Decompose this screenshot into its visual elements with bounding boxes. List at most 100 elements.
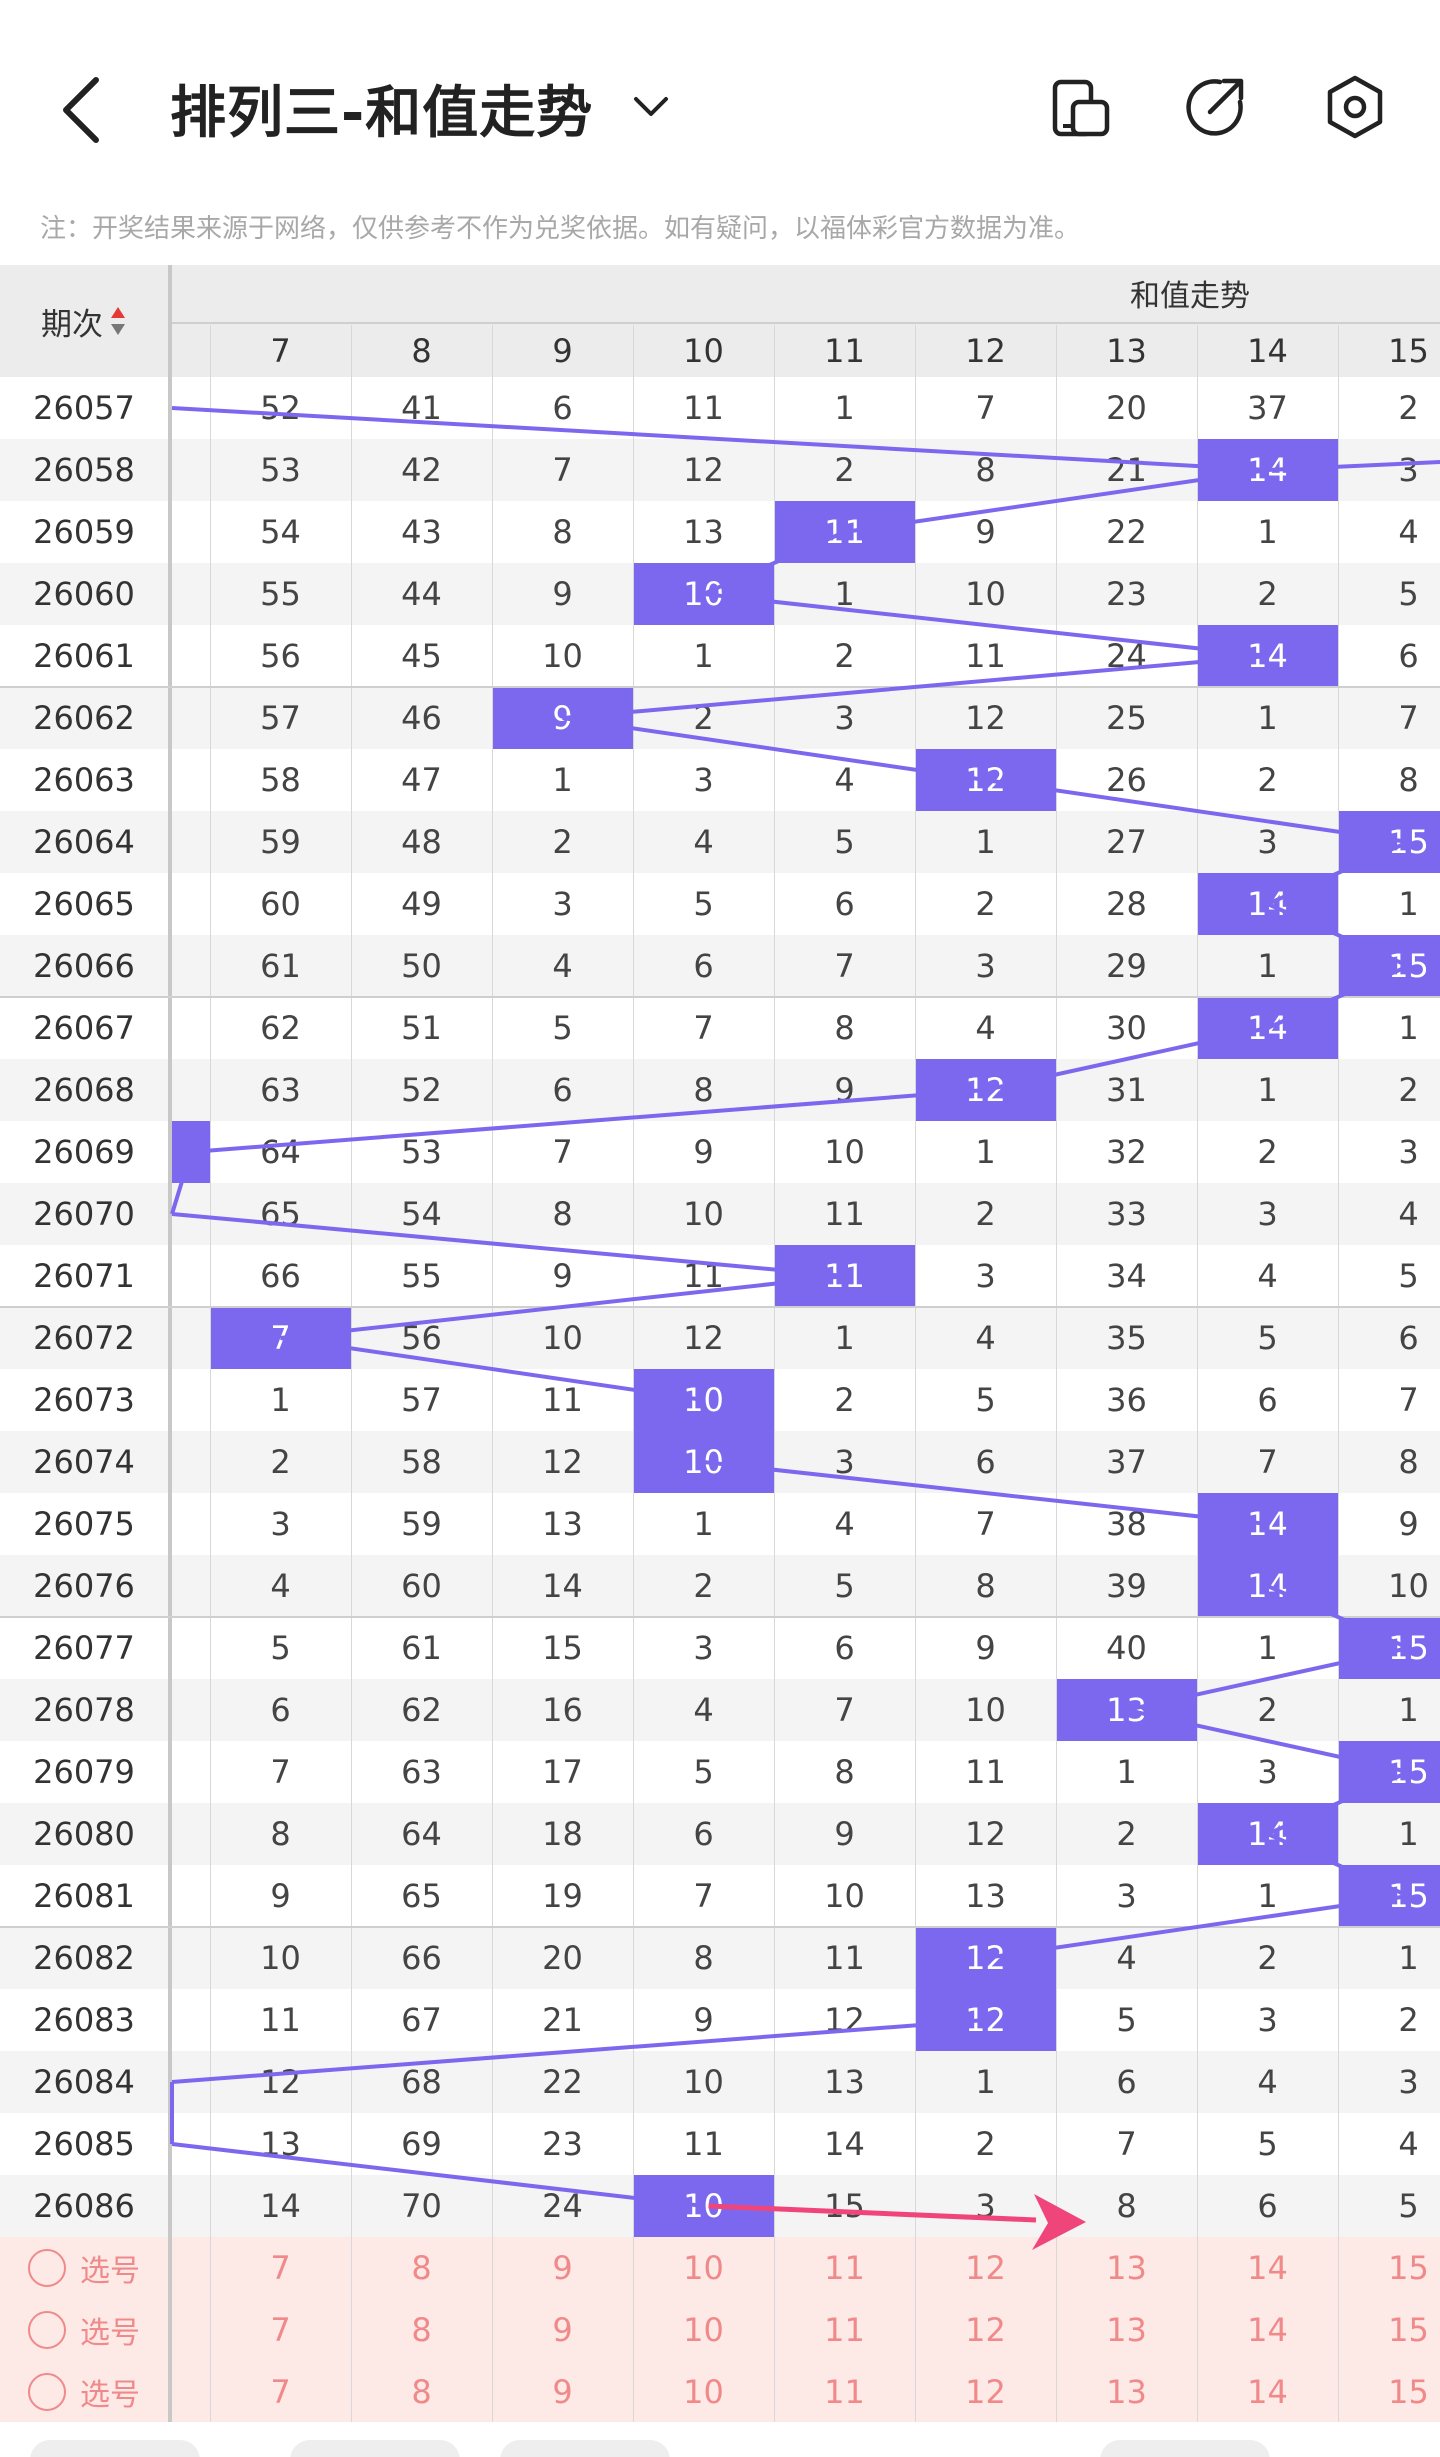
radio-circle-icon[interactable]: [28, 2373, 66, 2411]
trend-segment: [1126, 1708, 1409, 1774]
table-cell: 9: [270, 1877, 291, 1915]
pick-number[interactable]: 14: [1247, 2373, 1288, 2411]
trend-segment: [1266, 964, 1410, 1030]
table-cell: 58: [401, 1443, 442, 1481]
table-cell: 5: [1116, 2001, 1137, 2039]
table-cell: 61: [260, 947, 301, 985]
pick-number[interactable]: 8: [411, 2311, 432, 2349]
pick-number[interactable]: 14: [1247, 2311, 1288, 2349]
table-cell: 3: [1398, 1133, 1419, 1171]
pick-selector[interactable]: 选号: [0, 2299, 168, 2361]
table-cell: 1: [1257, 1071, 1278, 1109]
bottom-tab[interactable]: [290, 2440, 460, 2457]
pick-number[interactable]: 11: [824, 2249, 865, 2287]
table-cell: 8: [693, 1071, 714, 1109]
table-row: 26069 64 53 7 9 10 1 32 2 3: [0, 1121, 1440, 1183]
table-cell: 3: [552, 885, 573, 923]
table-cell: 8: [1398, 761, 1419, 799]
back-arrow-icon[interactable]: [50, 70, 120, 150]
pick-number[interactable]: 14: [1247, 2249, 1288, 2287]
pick-number[interactable]: 12: [965, 2311, 1006, 2349]
table-cell: 9: [693, 2001, 714, 2039]
pick-number[interactable]: 12: [965, 2373, 1006, 2411]
hit-cell: 15: [1338, 935, 1440, 997]
table-cell: 9: [552, 575, 573, 613]
table-cell: 9: [1398, 1505, 1419, 1543]
table-cell: 7: [975, 1505, 996, 1543]
table-cell: 15: [542, 1629, 583, 1667]
table-cell: 16: [542, 1691, 583, 1729]
table-cell: 15: [824, 2187, 865, 2225]
bottom-tab[interactable]: [1100, 2440, 1270, 2457]
table-cell: 9: [834, 1815, 855, 1853]
table-cell: 7: [1398, 699, 1419, 737]
table-cell: 9: [693, 1133, 714, 1171]
table-cell: 4: [1398, 1195, 1419, 1233]
bottom-tab[interactable]: [500, 2440, 670, 2457]
radio-circle-icon[interactable]: [28, 2249, 66, 2287]
table-row: 26080 8 64 18 6 9 12 2 14 1: [0, 1803, 1440, 1865]
period-sort-header[interactable]: 期次: [0, 265, 168, 377]
pick-number[interactable]: 7: [270, 2249, 291, 2287]
table-cell: 14: [824, 2125, 865, 2163]
table-cell: 1: [1257, 947, 1278, 985]
hit-cell: 15: [1338, 811, 1440, 873]
layout-toggle-icon[interactable]: [1045, 72, 1115, 142]
period-number: 26076: [33, 1567, 135, 1605]
pick-number[interactable]: 15: [1388, 2373, 1429, 2411]
page-title[interactable]: 排列三-和值走势: [170, 81, 594, 146]
pick-number[interactable]: 9: [552, 2311, 573, 2349]
pick-number[interactable]: 7: [270, 2311, 291, 2349]
pick-number[interactable]: 10: [683, 2311, 724, 2349]
table-cell: 32: [1106, 1133, 1147, 1171]
table-cell: 54: [401, 1195, 442, 1233]
table-row: 26057 52 41 6 11 1 7 20 37 2: [0, 377, 1440, 439]
table-cell: 2: [1257, 1691, 1278, 1729]
pick-number[interactable]: 15: [1388, 2311, 1429, 2349]
pick-number[interactable]: 11: [824, 2373, 865, 2411]
column-header: 9: [552, 332, 573, 370]
table-row: 26071 66 55 9 11 11 3 34 4 5: [0, 1245, 1440, 1307]
pick-number[interactable]: 11: [824, 2311, 865, 2349]
pick-number[interactable]: 13: [1106, 2311, 1147, 2349]
pick-number[interactable]: 13: [1106, 2249, 1147, 2287]
table-cell: 31: [1106, 1071, 1147, 1109]
trend-segment: [171, 2018, 986, 2084]
pick-number[interactable]: 10: [683, 2373, 724, 2411]
table-cell: 4: [975, 1319, 996, 1357]
radio-circle-icon[interactable]: [28, 2311, 66, 2349]
table-row: 26066 61 50 4 6 7 3 29 1 15: [0, 935, 1440, 997]
table-cell: 27: [1106, 823, 1147, 861]
column-header: 7: [270, 332, 291, 370]
chevron-down-icon[interactable]: [626, 82, 676, 132]
table-row: 260753591314738149: [0, 1493, 1440, 1555]
table-cell: 50: [401, 947, 442, 985]
table-cell: 63: [401, 1753, 442, 1791]
table-cell: 52: [401, 1071, 442, 1109]
pick-number[interactable]: 9: [552, 2373, 573, 2411]
pick-selector[interactable]: 选号: [0, 2361, 168, 2422]
pick-selector[interactable]: 选号: [0, 2237, 168, 2299]
trend-segment: [985, 1894, 1409, 1960]
bottom-tab[interactable]: [30, 2440, 200, 2457]
pick-number[interactable]: 12: [965, 2249, 1006, 2287]
pick-number[interactable]: 13: [1106, 2373, 1147, 2411]
trend-segment: [171, 2142, 704, 2208]
disclaimer-notice: 注：开奖结果来源于网络，仅供参考不作为兑奖依据。如有疑问，以福体彩官方数据为准。: [40, 214, 1081, 244]
pick-number[interactable]: 7: [270, 2373, 291, 2411]
table-cell: 6: [1257, 1381, 1278, 1419]
share-icon[interactable]: [1180, 72, 1250, 142]
settings-icon[interactable]: [1320, 72, 1390, 142]
table-cell: 7: [552, 1133, 573, 1171]
pick-number[interactable]: 8: [411, 2249, 432, 2287]
pick-number[interactable]: 15: [1388, 2249, 1429, 2287]
pick-number[interactable]: 10: [683, 2249, 724, 2287]
table-cell: 62: [260, 1009, 301, 1047]
pick-number[interactable]: 8: [411, 2373, 432, 2411]
table-cell: 1: [975, 823, 996, 861]
period-number: 26060: [33, 575, 135, 613]
table-cell: 6: [552, 1071, 573, 1109]
pick-number[interactable]: 9: [552, 2249, 573, 2287]
table-cell: 4: [270, 1567, 291, 1605]
period-number: 26064: [33, 823, 135, 861]
